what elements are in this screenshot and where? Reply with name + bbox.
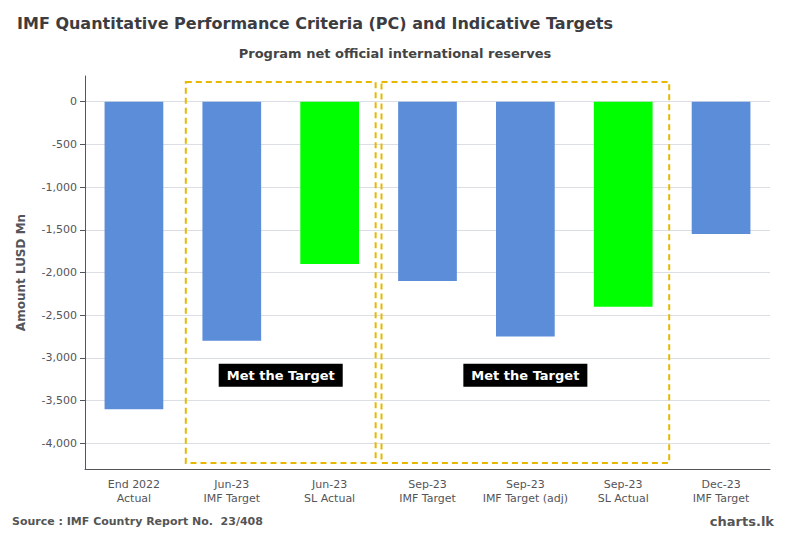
svg-text:-500: -500 xyxy=(52,138,77,151)
svg-text:Jun-23: Jun-23 xyxy=(213,478,249,491)
svg-text:IMF Target: IMF Target xyxy=(693,492,750,505)
svg-text:-3,500: -3,500 xyxy=(42,394,77,407)
svg-text:Source : IMF Country Report No: Source : IMF Country Report No. 23/408 xyxy=(12,515,263,528)
svg-text:charts.lk: charts.lk xyxy=(710,514,774,529)
svg-text:IMF Target (adj): IMF Target (adj) xyxy=(483,492,568,505)
svg-text:Met the Target: Met the Target xyxy=(471,368,579,383)
svg-text:Sep-23: Sep-23 xyxy=(604,478,643,491)
svg-text:SL Actual: SL Actual xyxy=(598,492,649,505)
svg-text:Program net official internati: Program net official international reser… xyxy=(239,46,552,61)
svg-text:SL Actual: SL Actual xyxy=(304,492,355,505)
svg-text:End 2022: End 2022 xyxy=(108,478,160,491)
svg-text:-1,500: -1,500 xyxy=(42,223,77,236)
svg-text:Jun-23: Jun-23 xyxy=(311,478,347,491)
svg-text:IMF Target: IMF Target xyxy=(399,492,456,505)
svg-text:0: 0 xyxy=(70,95,77,108)
svg-text:-2,500: -2,500 xyxy=(42,309,77,322)
svg-text:IMF Target: IMF Target xyxy=(203,492,260,505)
svg-text:-4,000: -4,000 xyxy=(42,437,77,450)
svg-text:Amount LUSD Mn: Amount LUSD Mn xyxy=(14,214,28,331)
svg-text:IMF Quantitative Performance C: IMF Quantitative Performance Criteria (P… xyxy=(17,14,613,33)
svg-text:Sep-23: Sep-23 xyxy=(506,478,545,491)
svg-text:-2,000: -2,000 xyxy=(42,266,77,279)
svg-text:Actual: Actual xyxy=(117,492,151,505)
svg-text:-3,000: -3,000 xyxy=(42,351,77,364)
svg-text:Met the Target: Met the Target xyxy=(227,368,335,383)
svg-text:Dec-23: Dec-23 xyxy=(701,478,740,491)
svg-text:-1,000: -1,000 xyxy=(42,181,77,194)
svg-text:Sep-23: Sep-23 xyxy=(408,478,447,491)
